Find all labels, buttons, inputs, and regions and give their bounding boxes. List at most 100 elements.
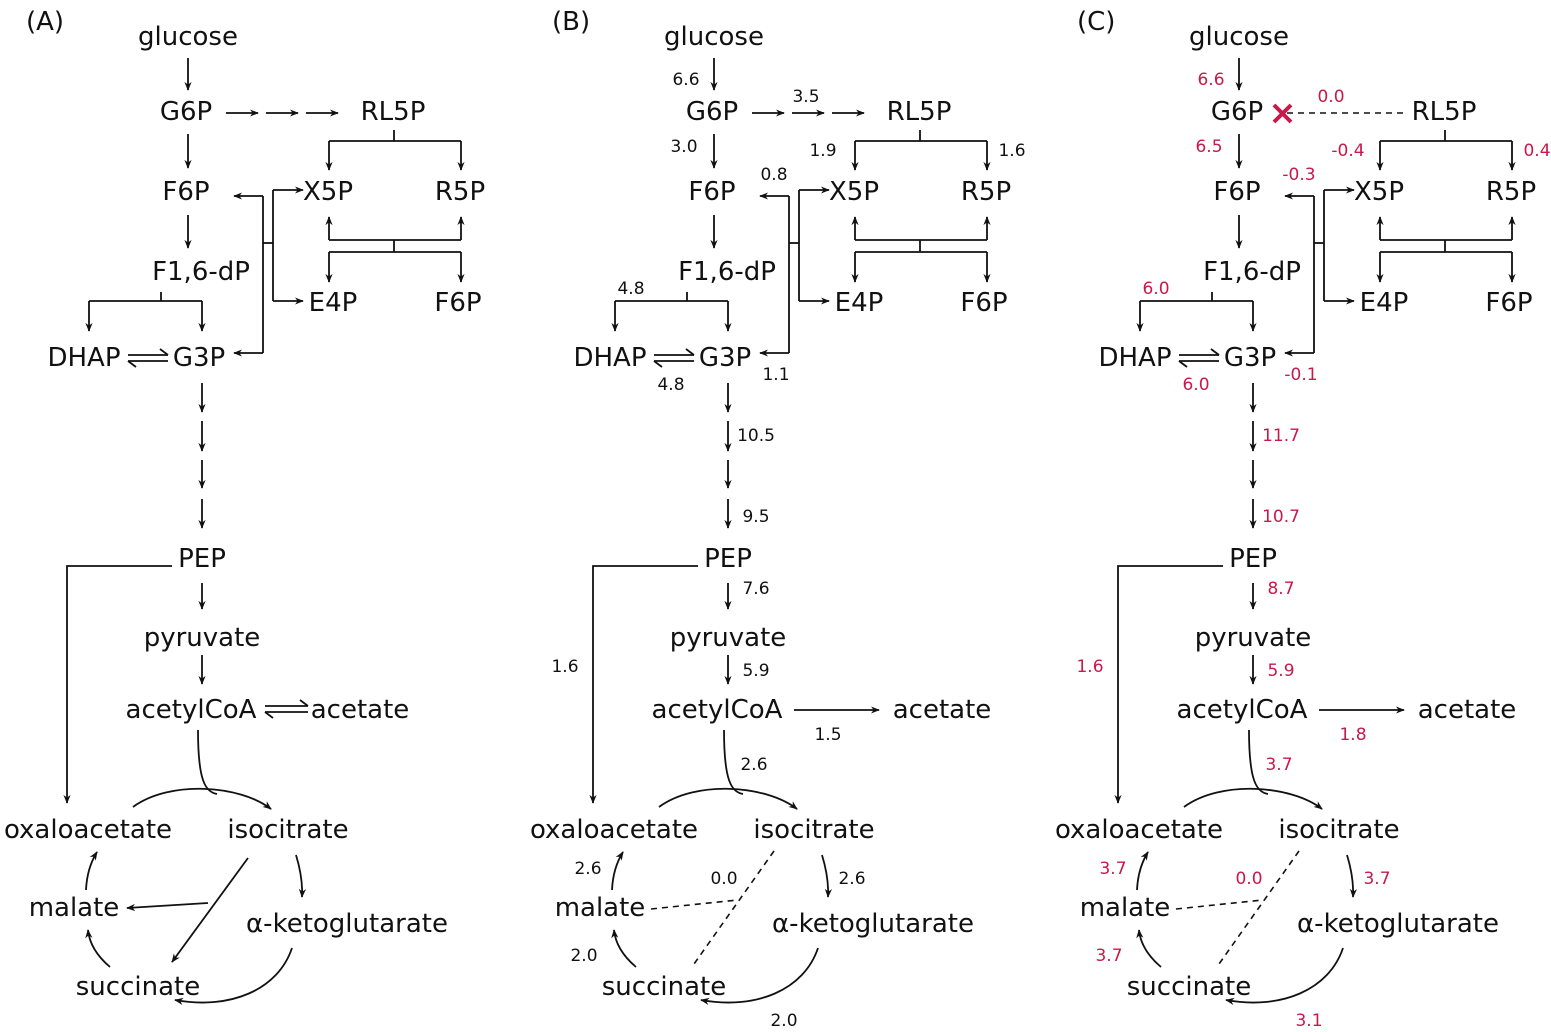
metabolite-isocitrate: isocitrate	[227, 815, 348, 845]
metabolite-f6p_b: F6P	[960, 288, 1007, 318]
flux-rl5p-r5p: 1.6	[998, 141, 1025, 161]
panel-label: (B)	[552, 7, 590, 37]
metabolite-oxaloacetate: oxaloacetate	[1055, 815, 1223, 845]
metabolite-g3p: G3P	[173, 343, 225, 373]
flux-ppp: 0.0	[1317, 87, 1344, 107]
metabolite-pyruvate: pyruvate	[1195, 623, 1312, 653]
flux-g6p-f6p: 3.0	[670, 137, 697, 157]
metabolite-isocitrate: isocitrate	[753, 815, 874, 845]
glyoxylate-malate-dashed	[650, 899, 739, 910]
flux-to-pep: 9.5	[742, 507, 769, 527]
metabolite-acetylcoa: acetylCoA	[1177, 695, 1308, 725]
flux-pep-pyr: 8.7	[1267, 579, 1294, 599]
metabolite-succinate: succinate	[602, 972, 726, 1002]
metabolite-dhap: DHAP	[1098, 343, 1171, 373]
glyoxylate-malate-dashed	[1175, 899, 1264, 910]
metabolite-acetate: acetate	[893, 695, 992, 725]
flux-tk-f6p: 0.8	[760, 165, 787, 185]
flux-rl5p-x5p: -0.4	[1331, 141, 1364, 161]
flux-rl5p-r5p: 0.4	[1523, 141, 1550, 161]
arrow-akg-succinate	[1225, 947, 1344, 1005]
metabolite-f16dp: F1,6-dP	[678, 257, 776, 287]
flux-pep-oaa: 1.6	[551, 657, 578, 677]
metabolite-x5p: X5P	[1354, 177, 1404, 207]
flux-pyr-acoa: 5.9	[1267, 661, 1294, 681]
tpi-reverse-head	[1178, 360, 1188, 368]
panel-label: (C)	[1077, 7, 1115, 37]
metabolite-pep: PEP	[178, 544, 226, 574]
arrow-oxaloacetate-isocitrate	[132, 787, 272, 810]
pta-reverse-head	[264, 711, 274, 719]
flux-f16-split: 6.0	[1142, 279, 1169, 299]
metabolite-g6p: G6P	[1211, 97, 1263, 127]
metabolite-acetate: acetate	[1418, 695, 1517, 725]
flux-g6p-f6p: 6.5	[1195, 137, 1222, 157]
metabolite-oxaloacetate: oxaloacetate	[4, 815, 172, 845]
metabolite-akg: α-ketoglutarate	[1297, 909, 1499, 939]
flux-f16-split: 4.8	[617, 279, 644, 299]
flux-acoa-cit: 2.6	[740, 755, 767, 775]
arrow-oxaloacetate-isocitrate	[658, 787, 798, 810]
glyoxylate-shunt-dashed	[1218, 850, 1300, 965]
flux-glc-g6p: 6.6	[672, 70, 699, 90]
metabolite-g3p: G3P	[1224, 343, 1276, 373]
metabolite-malate: malate	[29, 893, 120, 923]
metabolite-f16dp: F1,6-dP	[1203, 257, 1301, 287]
arrow-isocitrate-akg	[821, 854, 833, 898]
metabolite-pep: PEP	[704, 544, 752, 574]
flux-pep-oaa: 1.6	[1076, 657, 1103, 677]
flux-mal-oaa: 2.6	[574, 859, 601, 879]
arrow-oxaloacetate-isocitrate	[1183, 787, 1323, 810]
flux-tpi: 4.8	[657, 375, 684, 395]
metabolite-r5p: R5P	[435, 177, 485, 207]
metabolite-g6p: G6P	[160, 97, 212, 127]
metabolite-r5p: R5P	[961, 177, 1011, 207]
flux-suc-mal: 2.0	[570, 946, 597, 966]
tpi-forward-head	[159, 348, 169, 356]
arrow-akg-succinate	[174, 947, 293, 1005]
flux-rl5p-x5p: 1.9	[809, 141, 836, 161]
metabolite-dhap: DHAP	[573, 343, 646, 373]
metabolite-rl5p: RL5P	[887, 97, 952, 127]
knockout-x-stroke-2	[1272, 103, 1293, 124]
glyoxylate-shunt-dashed	[693, 850, 775, 965]
tpi-reverse-head	[653, 360, 663, 368]
acetylcoa-citrate-curve	[197, 729, 218, 795]
arrow-glyoxylate-malate	[126, 902, 209, 912]
metabolite-succinate: succinate	[1127, 972, 1251, 1002]
panel-label: (A)	[26, 7, 64, 37]
flux-akg-suc: 2.0	[770, 1011, 797, 1031]
flux-ppp: 3.5	[792, 87, 819, 107]
metabolite-glucose: glucose	[664, 22, 764, 52]
flux-to-pep: 10.7	[1262, 507, 1300, 527]
arrow-pep-oxaloacetate	[589, 565, 698, 804]
metabolite-e4p: E4P	[835, 288, 884, 318]
flux-tk-f6p: -0.3	[1282, 165, 1315, 185]
metabolite-succinate: succinate	[76, 972, 200, 1002]
metabolite-acetate: acetate	[311, 695, 410, 725]
metabolite-f16dp: F1,6-dP	[152, 257, 250, 287]
metabolite-dhap: DHAP	[47, 343, 120, 373]
flux-mal-oaa: 3.7	[1099, 859, 1126, 879]
metabolite-glucose: glucose	[138, 22, 238, 52]
metabolite-akg: α-ketoglutarate	[246, 909, 448, 939]
flux-g3p-down: 11.7	[1262, 426, 1300, 446]
metabolite-akg: α-ketoglutarate	[772, 909, 974, 939]
flux-acoa-acet: 1.5	[814, 725, 841, 745]
metabolite-malate: malate	[1080, 893, 1171, 923]
metabolite-f6p: F6P	[1213, 177, 1260, 207]
arrow-succinate-malate	[1136, 929, 1162, 968]
arrow-malate-oxaloacetate	[611, 851, 624, 891]
metabolite-f6p_b: F6P	[1485, 288, 1532, 318]
arrow-malate-oxaloacetate	[1136, 851, 1149, 891]
flux-tk-g3p: 1.1	[762, 365, 789, 385]
flux-icit-akg: 3.7	[1363, 869, 1390, 889]
flux-glyox: 0.0	[1235, 869, 1262, 889]
metabolite-f6p_b: F6P	[434, 288, 481, 318]
pta-forward-head	[299, 699, 309, 707]
flux-acoa-acet: 1.8	[1339, 725, 1366, 745]
flux-glc-g6p: 6.6	[1197, 70, 1224, 90]
arrow-succinate-malate	[85, 929, 111, 968]
panel-3: (C) glucose G6P RL5P F6P X5P R5P F1,6-dP E4P F6P D…	[1055, 7, 1551, 1031]
